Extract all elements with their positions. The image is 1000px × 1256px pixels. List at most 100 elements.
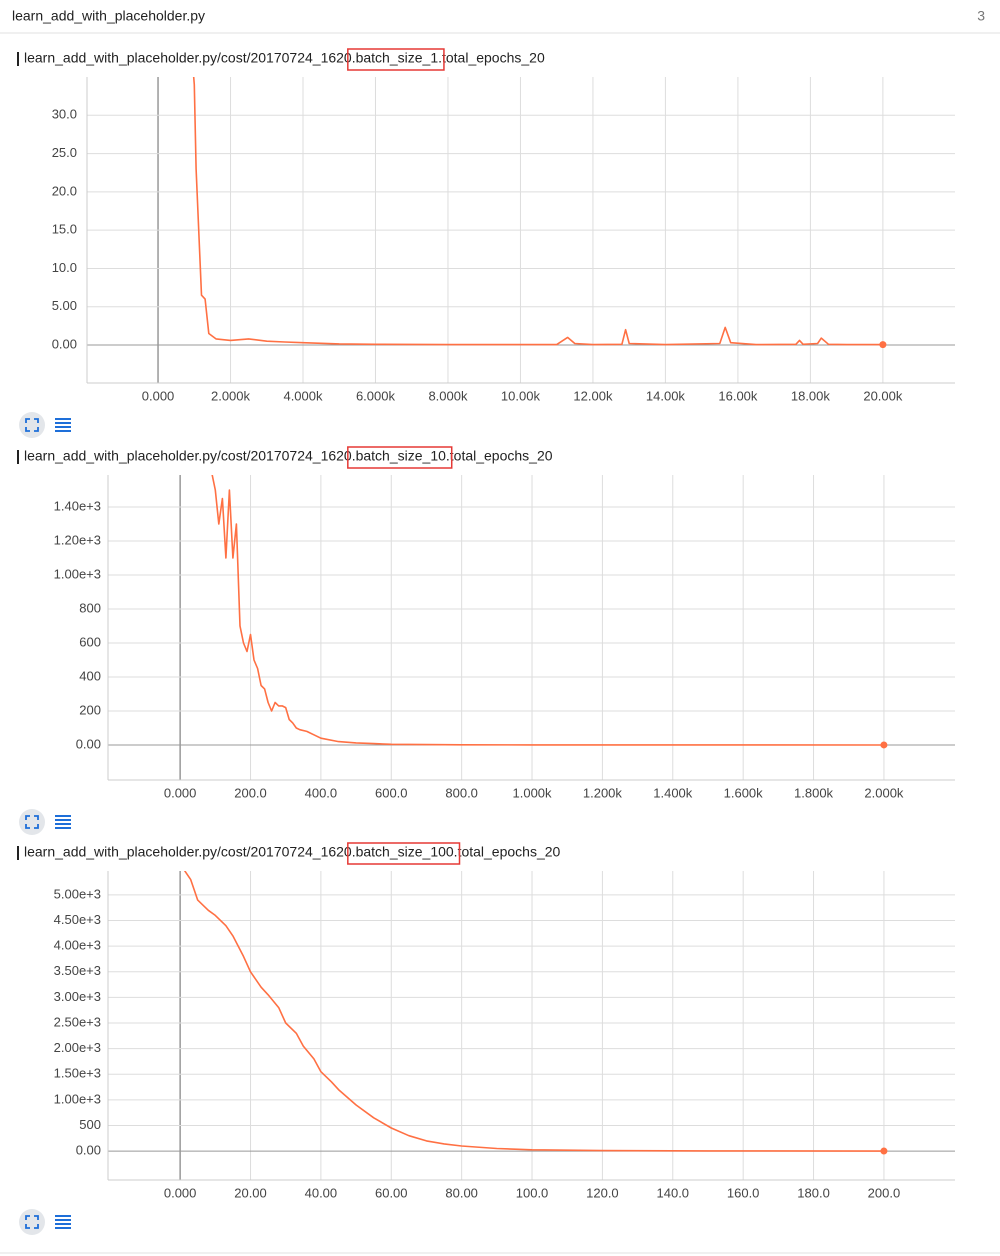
y-tick-label: 0.00	[76, 1143, 101, 1158]
expand-icon	[25, 1215, 39, 1229]
list-icon-bar	[55, 1215, 71, 1217]
y-tick-label: 20.0	[52, 183, 77, 198]
x-tick-label: 160.0	[727, 1185, 760, 1200]
y-tick-label: 3.50e+3	[54, 963, 101, 978]
y-tick-label: 0.00	[76, 736, 101, 751]
data-toggle-button[interactable]	[55, 1215, 71, 1229]
x-tick-label: 20.00	[234, 1185, 267, 1200]
list-icon-bar	[55, 1219, 71, 1221]
x-tick-label: 8.000k	[428, 388, 468, 403]
y-tick-label: 4.50e+3	[54, 912, 101, 927]
y-tick-label: 4.00e+3	[54, 938, 101, 953]
expand-button[interactable]	[19, 412, 45, 438]
x-tick-label: 200.0	[868, 1185, 901, 1200]
expand-icon	[25, 815, 39, 829]
x-tick-label: 1.400k	[653, 785, 693, 800]
y-tick-label: 2.50e+3	[54, 1014, 101, 1029]
run-count: 3	[977, 8, 985, 24]
x-tick-label: 0.000	[164, 1185, 197, 1200]
x-tick-label: 2.000k	[864, 785, 904, 800]
x-tick-label: 18.00k	[791, 388, 831, 403]
list-icon-bar	[55, 422, 71, 424]
x-tick-label: 800.0	[445, 785, 478, 800]
y-tick-label: 25.0	[52, 145, 77, 160]
series-line	[192, 77, 883, 346]
x-tick-label: 600.0	[375, 785, 408, 800]
x-tick-label: 120.0	[586, 1185, 619, 1200]
list-icon-bar	[55, 1227, 71, 1229]
y-tick-label: 400	[79, 668, 101, 683]
run-title: learn_add_with_placeholder.py	[12, 8, 205, 24]
end-point	[880, 741, 888, 749]
list-icon-bar	[55, 823, 71, 825]
series-line	[183, 871, 884, 1152]
x-tick-label: 1.600k	[724, 785, 764, 800]
y-tick-label: 500	[79, 1117, 101, 1132]
x-tick-label: 400.0	[305, 785, 338, 800]
x-tick-label: 80.00	[445, 1185, 478, 1200]
title-marker	[17, 52, 19, 66]
data-toggle-button[interactable]	[55, 815, 71, 829]
highlight-box	[347, 48, 445, 71]
y-tick-label: 5.00e+3	[54, 886, 101, 901]
y-tick-label: 800	[79, 600, 101, 615]
y-tick-label: 0.00	[52, 336, 77, 351]
list-icon-bar	[55, 827, 71, 829]
x-tick-label: 1.800k	[794, 785, 834, 800]
list-icon-bar	[55, 1223, 71, 1225]
highlight-box	[347, 446, 453, 469]
expand-icon	[25, 418, 39, 432]
data-toggle-button[interactable]	[55, 418, 71, 432]
list-icon-bar	[55, 819, 71, 821]
x-tick-label: 10.00k	[501, 388, 541, 403]
expand-button[interactable]	[19, 1209, 45, 1235]
x-tick-label: 0.000	[142, 388, 175, 403]
title-marker	[17, 450, 19, 464]
end-point	[880, 1147, 888, 1155]
x-tick-label: 6.000k	[356, 388, 396, 403]
chart-title: learn_add_with_placeholder.py/cost/20170…	[24, 844, 561, 860]
y-tick-label: 15.0	[52, 222, 77, 237]
y-tick-label: 1.00e+3	[54, 566, 101, 581]
title-marker	[17, 846, 19, 860]
expand-button[interactable]	[19, 809, 45, 835]
x-tick-label: 100.0	[516, 1185, 549, 1200]
x-tick-label: 4.000k	[283, 388, 323, 403]
x-tick-label: 180.0	[797, 1185, 830, 1200]
y-tick-label: 1.40e+3	[54, 498, 101, 513]
y-tick-label: 10.0	[52, 260, 77, 275]
highlight-box	[347, 842, 461, 865]
x-tick-label: 14.00k	[646, 388, 686, 403]
y-tick-label: 1.20e+3	[54, 532, 101, 547]
end-point	[879, 341, 887, 349]
x-tick-label: 140.0	[657, 1185, 690, 1200]
y-tick-label: 5.00	[52, 298, 77, 313]
list-icon-bar	[55, 418, 71, 420]
chart-title: learn_add_with_placeholder.py/cost/20170…	[24, 50, 545, 66]
x-tick-label: 16.00k	[718, 388, 758, 403]
x-tick-label: 1.200k	[583, 785, 623, 800]
y-tick-label: 30.0	[52, 107, 77, 122]
button-bg	[19, 412, 45, 438]
y-tick-label: 1.50e+3	[54, 1066, 101, 1081]
button-bg	[19, 809, 45, 835]
x-tick-label: 0.000	[164, 785, 197, 800]
y-tick-label: 3.00e+3	[54, 989, 101, 1004]
x-tick-label: 12.00k	[573, 388, 613, 403]
y-tick-label: 200	[79, 702, 101, 717]
x-tick-label: 200.0	[234, 785, 267, 800]
list-icon-bar	[55, 815, 71, 817]
y-tick-label: 600	[79, 634, 101, 649]
x-tick-label: 60.00	[375, 1185, 408, 1200]
y-tick-label: 2.00e+3	[54, 1040, 101, 1055]
button-bg	[19, 1209, 45, 1235]
x-tick-label: 1.000k	[513, 785, 553, 800]
list-icon-bar	[55, 430, 71, 432]
series-line	[211, 475, 884, 746]
y-tick-label: 1.00e+3	[54, 1091, 101, 1106]
x-tick-label: 2.000k	[211, 388, 251, 403]
list-icon-bar	[55, 426, 71, 428]
chart-title: learn_add_with_placeholder.py/cost/20170…	[24, 448, 553, 464]
x-tick-label: 40.00	[305, 1185, 338, 1200]
